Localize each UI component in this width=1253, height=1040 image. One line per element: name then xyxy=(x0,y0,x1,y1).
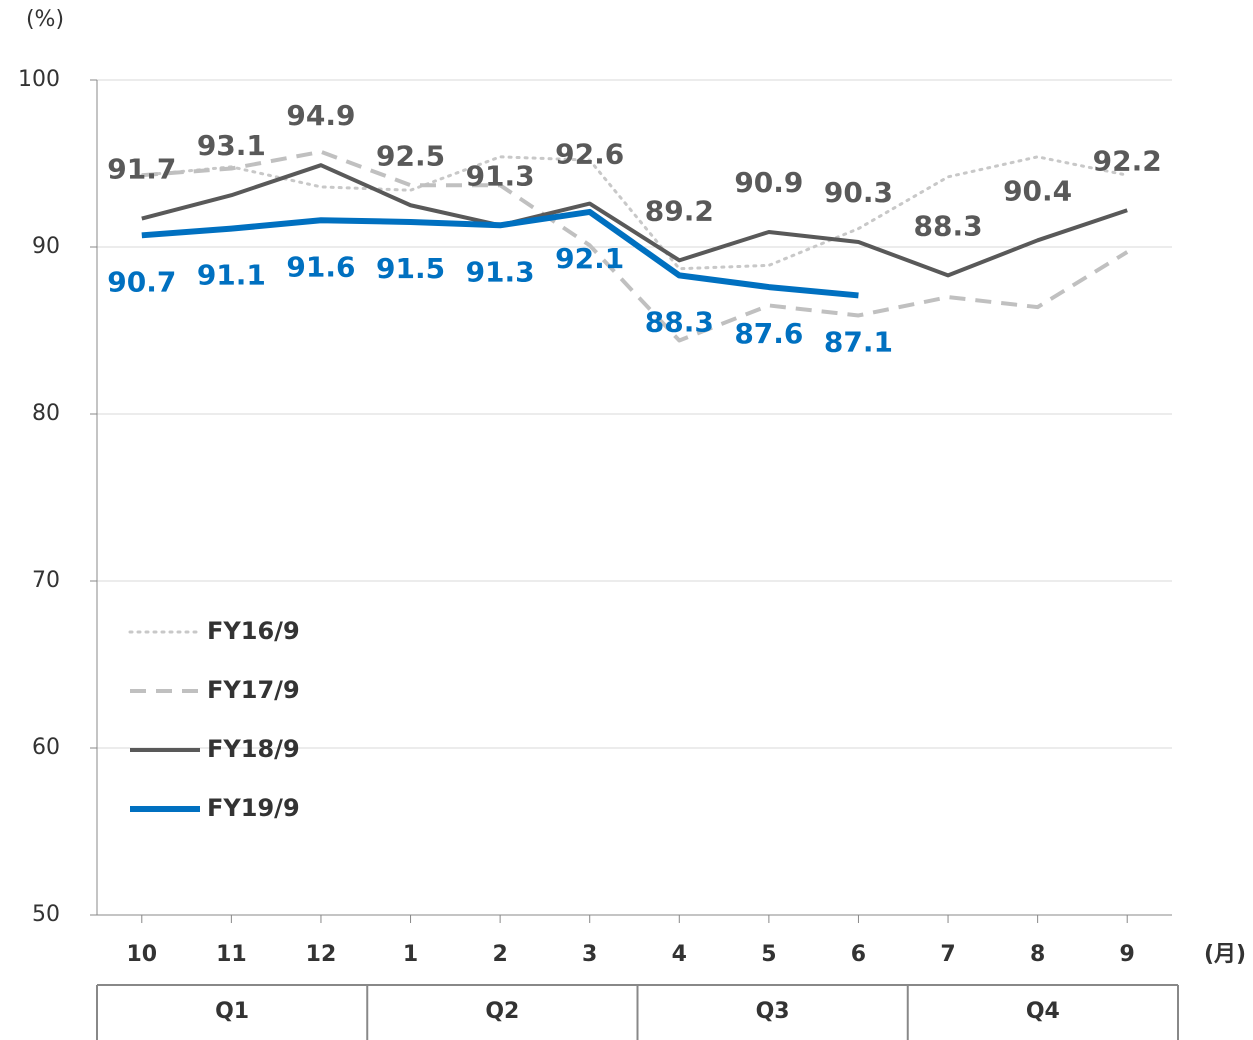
series-line xyxy=(141,163,1128,278)
x-tick-label: 11 xyxy=(216,942,247,967)
x-unit-label: (月) xyxy=(1204,942,1246,967)
series-line xyxy=(141,149,1129,343)
x-tick-label: 9 xyxy=(1120,942,1135,967)
data-label: 92.1 xyxy=(555,242,624,275)
y-unit-label: (%) xyxy=(26,7,64,32)
legend-label: FY17/9 xyxy=(207,676,300,704)
data-label: 91.6 xyxy=(286,250,355,283)
legend-label: FY16/9 xyxy=(207,617,300,645)
data-label: 92.5 xyxy=(376,139,445,172)
quarter-label: Q3 xyxy=(756,999,790,1024)
data-label: 91.3 xyxy=(466,255,535,288)
x-tick-label: 6 xyxy=(851,942,866,967)
x-tick-label: 7 xyxy=(940,942,955,967)
data-label: 92.6 xyxy=(555,138,624,171)
data-label: 91.7 xyxy=(107,153,176,186)
data-label: 93.1 xyxy=(197,129,266,162)
data-label: 88.3 xyxy=(913,209,982,242)
x-tick-label: 4 xyxy=(672,942,687,967)
data-label: 88.3 xyxy=(645,305,714,338)
y-tick-label: 80 xyxy=(32,401,60,426)
quarter-label: Q2 xyxy=(485,999,519,1024)
x-tick-label: 3 xyxy=(582,942,597,967)
x-tick-label: 2 xyxy=(492,942,507,967)
data-label: 90.9 xyxy=(734,166,803,199)
y-tick-label: 60 xyxy=(32,735,60,760)
data-label: 90.3 xyxy=(824,176,893,209)
data-label: 94.9 xyxy=(286,99,355,132)
y-tick-label: 100 xyxy=(18,67,60,92)
y-tick-label: 70 xyxy=(32,568,60,593)
quarter-label: Q1 xyxy=(215,999,249,1024)
data-label: 87.6 xyxy=(734,317,803,350)
x-tick-label: 8 xyxy=(1030,942,1045,967)
data-label: 91.3 xyxy=(466,159,535,192)
data-label: 91.1 xyxy=(197,259,266,292)
y-tick-label: 50 xyxy=(32,902,60,927)
x-tick-label: 10 xyxy=(126,942,157,967)
y-tick-label: 90 xyxy=(32,234,60,259)
legend-label: FY19/9 xyxy=(207,794,300,822)
x-tick-label: 5 xyxy=(761,942,776,967)
series-line xyxy=(140,155,1129,271)
x-tick-label: 12 xyxy=(306,942,337,967)
data-label: 90.7 xyxy=(107,265,176,298)
data-label: 91.5 xyxy=(376,252,445,285)
x-tick-label: 1 xyxy=(403,942,418,967)
data-label: 89.2 xyxy=(645,194,714,227)
data-label: 92.2 xyxy=(1093,144,1162,177)
quarter-label: Q4 xyxy=(1026,999,1060,1024)
data-label: 87.1 xyxy=(824,325,893,358)
series-line xyxy=(141,208,859,299)
data-label: 90.4 xyxy=(1003,174,1072,207)
legend-label: FY18/9 xyxy=(207,735,300,763)
